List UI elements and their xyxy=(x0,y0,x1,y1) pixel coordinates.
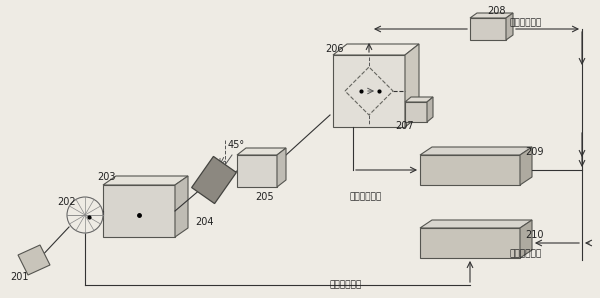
Polygon shape xyxy=(237,148,286,155)
Polygon shape xyxy=(506,13,513,40)
Polygon shape xyxy=(420,147,532,155)
Text: 208: 208 xyxy=(487,6,505,16)
Text: 参考信号输入: 参考信号输入 xyxy=(330,280,362,289)
Polygon shape xyxy=(103,176,188,185)
Polygon shape xyxy=(420,155,520,185)
Text: 206: 206 xyxy=(325,44,343,54)
Polygon shape xyxy=(333,55,405,127)
Text: 209: 209 xyxy=(525,147,544,157)
Polygon shape xyxy=(420,220,532,228)
Text: 210: 210 xyxy=(525,230,544,240)
Polygon shape xyxy=(520,147,532,185)
Text: 205: 205 xyxy=(255,192,274,202)
Text: 207: 207 xyxy=(395,121,413,131)
Polygon shape xyxy=(470,13,513,18)
Polygon shape xyxy=(333,44,419,55)
Polygon shape xyxy=(520,220,532,258)
Text: 203: 203 xyxy=(97,172,115,182)
Polygon shape xyxy=(18,245,50,275)
Text: 202: 202 xyxy=(57,197,76,207)
Polygon shape xyxy=(175,176,188,237)
Text: 45°: 45° xyxy=(228,140,245,150)
Polygon shape xyxy=(470,18,506,40)
Text: 参考信号输入: 参考信号输入 xyxy=(350,192,382,201)
Polygon shape xyxy=(237,155,277,187)
Polygon shape xyxy=(405,44,419,127)
Polygon shape xyxy=(427,97,433,122)
Text: 待测信号输入: 待测信号输入 xyxy=(510,18,542,27)
Text: 201: 201 xyxy=(10,272,29,282)
Text: 204: 204 xyxy=(195,217,214,227)
Polygon shape xyxy=(405,97,433,102)
Polygon shape xyxy=(103,185,175,237)
Polygon shape xyxy=(191,156,236,204)
Polygon shape xyxy=(277,148,286,187)
Polygon shape xyxy=(405,102,427,122)
Text: 待测信号输内: 待测信号输内 xyxy=(510,249,542,258)
Polygon shape xyxy=(420,228,520,258)
